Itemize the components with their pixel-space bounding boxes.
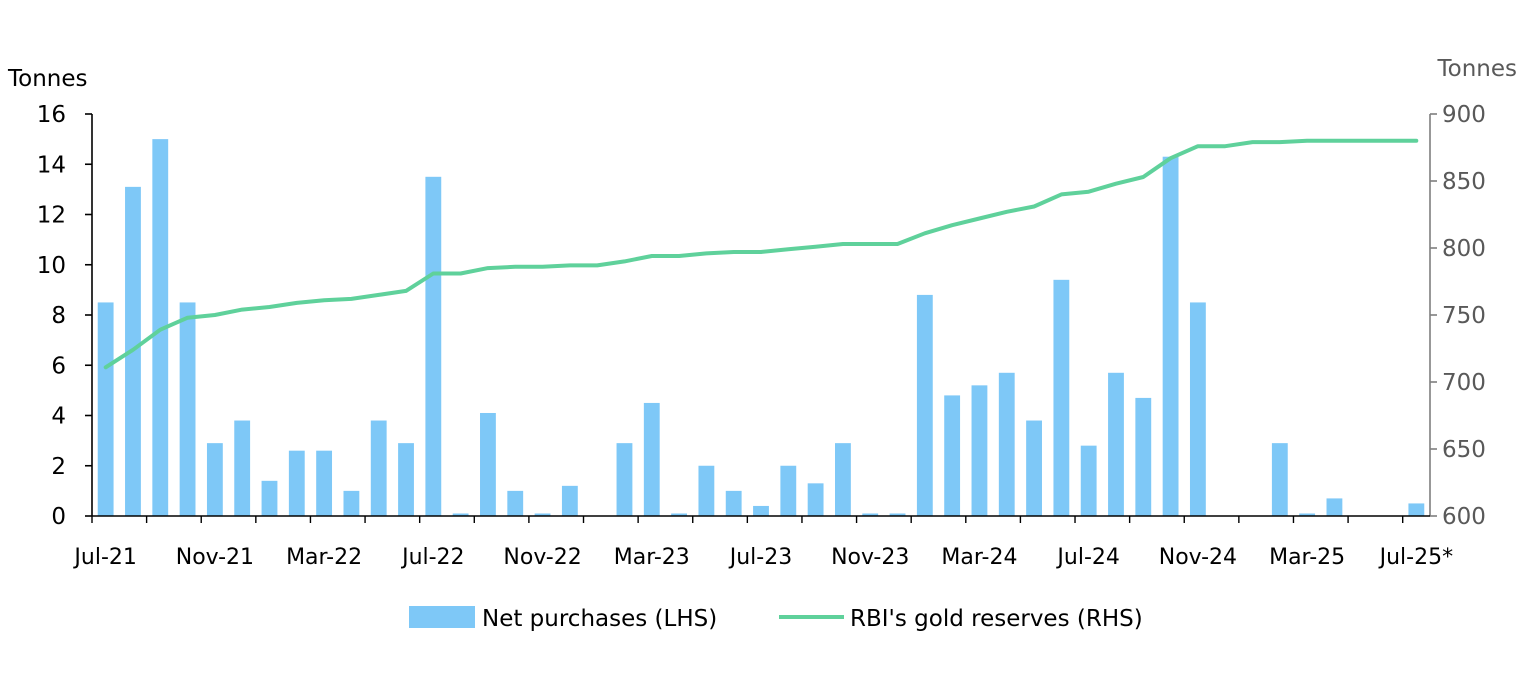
x-tick-label: Jul-22 [400,545,464,570]
x-tick-label: Nov-21 [176,545,254,570]
bar-Dec-21 [234,420,251,516]
bar-Jul-25 [1408,503,1425,516]
bar-Nov-24 [1189,302,1206,516]
bar-Apr-24 [998,372,1015,516]
bar-Oct-22 [507,490,524,516]
x-tick-label: Jul-24 [1055,545,1119,570]
bar-Aug-24 [1108,372,1124,516]
right-tick-label: 600 [1442,504,1486,530]
bar-Feb-23 [616,443,633,516]
left-tick-label: 8 [51,303,66,329]
right-tick-label: 800 [1442,236,1486,262]
bar-Mar-24 [971,385,988,516]
right-tick-label: 900 [1442,102,1486,128]
right-tick-label: 700 [1442,370,1486,396]
bar-Mar-22 [316,450,333,516]
x-tick-label: Mar-22 [286,545,362,570]
left-axis-unit-label: Tonnes [7,66,88,92]
left-tick-label: 4 [51,404,66,430]
left-tick-label: 10 [37,253,66,279]
bar-Oct-21 [179,302,196,516]
bar-Sep-24 [1135,397,1152,516]
bar-Jun-24 [1053,279,1070,516]
bar-Feb-24 [944,395,961,516]
legend: Net purchases (LHS) RBI's gold reserves … [409,606,1143,632]
bar-Aug-23 [780,465,797,516]
right-tick-label: 650 [1442,437,1486,463]
bar-May-24 [1026,420,1042,516]
bar-Jul-21 [97,302,114,516]
bar-Dec-22 [561,485,578,516]
bar-Oct-24 [1162,156,1179,516]
right-tick-label: 850 [1442,169,1486,195]
right-axis-unit-label: Tonnes [1436,56,1517,82]
bar-Mar-25 [1299,513,1316,516]
bar-Jun-22 [398,443,414,516]
bar-Nov-22 [534,513,551,516]
left-tick-label: 14 [37,152,66,178]
x-tick-label: Nov-22 [503,545,581,570]
x-tick-label: Jul-21 [72,545,136,570]
bar-Sep-22 [480,412,496,516]
bar-Apr-25 [1326,498,1343,516]
gold-reserves-line [103,138,1419,370]
bar-Jan-24 [916,294,933,516]
bar-May-22 [370,420,387,516]
bar-Nov-21 [206,443,223,516]
bar-Aug-22 [452,513,469,516]
bar-Apr-23 [671,513,688,516]
x-tick-label: Jul-25* [1378,545,1453,570]
bar-Jul-24 [1080,445,1097,516]
bar-Dec-23 [889,513,906,516]
legend-label-net-purchases: Net purchases (LHS) [482,606,717,632]
legend-label-gold-reserves: RBI's gold reserves (RHS) [850,606,1143,632]
right-tick-label: 750 [1442,303,1486,329]
bar-Jun-23 [725,490,742,516]
bar-May-23 [698,465,715,516]
bar-Jul-22 [425,176,442,516]
bar-Oct-23 [834,443,851,516]
bar-Feb-25 [1271,443,1288,516]
bar-Mar-23 [643,402,660,516]
left-tick-label: 0 [51,504,66,530]
x-tick-label: Mar-23 [614,545,690,570]
left-tick-label: 16 [37,102,66,128]
x-tick-label: Nov-23 [831,545,909,570]
left-tick-label: 12 [37,203,66,229]
x-tick-label: Jul-23 [728,545,792,570]
bar-Feb-22 [288,450,305,516]
x-tick-label: Mar-25 [1269,545,1345,570]
bar-Jan-22 [261,480,278,516]
left-tick-label: 6 [51,353,66,379]
bar-series-net-purchases [97,139,1425,517]
legend-swatch-net-purchases [409,606,475,628]
x-tick-label: Nov-24 [1159,545,1237,570]
bar-Sep-23 [807,483,824,516]
bar-Jul-23 [753,505,769,516]
left-tick-label: 2 [51,454,66,480]
line-series-gold-reserves [103,138,1419,370]
x-tick-label: Mar-24 [941,545,1017,570]
bar-Nov-23 [862,513,879,516]
bar-Apr-22 [343,490,360,516]
